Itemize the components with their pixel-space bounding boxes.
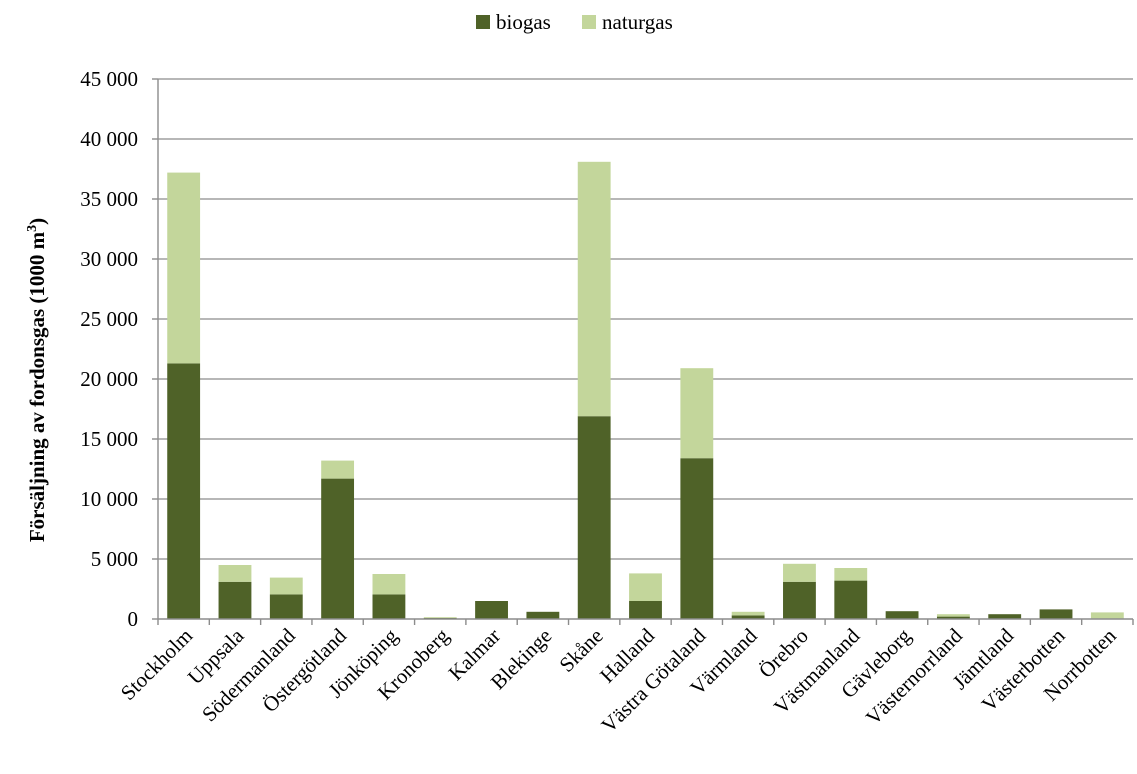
y-axis-label-superscript: 3 [25, 225, 40, 232]
bar-naturgas [731, 611, 765, 616]
y-tick-label: 20 000 [80, 367, 138, 391]
y-tick-label: 15 000 [80, 427, 138, 451]
bar-biogas [783, 581, 816, 619]
bar-naturgas [218, 565, 252, 582]
bar-biogas [731, 615, 765, 619]
bar-naturgas [629, 573, 662, 601]
bar-biogas [1039, 609, 1073, 619]
bar-naturgas [372, 574, 406, 595]
y-tick-label: 35 000 [80, 187, 138, 211]
y-tick-label: 0 [128, 607, 139, 631]
bar-naturgas [577, 161, 611, 417]
legend: biogas naturgas [476, 10, 673, 34]
y-axis-label-end: ) [25, 218, 49, 225]
bar-biogas [629, 601, 662, 619]
legend-label-naturgas: naturgas [602, 10, 673, 34]
bar-naturgas [834, 568, 868, 581]
gridlines [158, 78, 1133, 560]
bar-biogas [167, 363, 201, 619]
legend-swatch-naturgas [582, 15, 596, 29]
y-axis-label: Försäljning av fordonsgas (1000 m3) [25, 218, 49, 542]
bar-naturgas [321, 460, 355, 479]
y-axis-label-main: Försäljning av fordonsgas (1000 m [25, 231, 49, 542]
bar-biogas [526, 611, 560, 619]
y-axis-ticks: 0 5 000 10 000 15 000 20 000 25 000 30 000 35 0… [80, 67, 158, 631]
bar-biogas [680, 458, 714, 619]
bar-naturgas [167, 172, 201, 364]
bar-biogas [269, 594, 303, 619]
x-tick-label: Stockholm [116, 624, 197, 705]
bar-biogas [988, 614, 1022, 619]
bar-naturgas [269, 577, 303, 595]
bar-biogas [577, 416, 611, 619]
bar-naturgas [783, 563, 816, 582]
x-axis [157, 79, 1134, 625]
bar-naturgas [1090, 612, 1124, 619]
bar-biogas [218, 581, 252, 619]
legend-label-biogas: biogas [496, 10, 551, 34]
bars [167, 161, 1124, 619]
y-tick-label: 10 000 [80, 487, 138, 511]
y-tick-label: 5 000 [91, 547, 138, 571]
bar-biogas [936, 616, 970, 619]
bar-naturgas [936, 614, 970, 617]
y-tick-label: 25 000 [80, 307, 138, 331]
y-tick-label: 30 000 [80, 247, 138, 271]
bar-biogas [885, 611, 919, 619]
y-tick-label: 40 000 [80, 127, 138, 151]
bar-biogas [475, 601, 508, 619]
bar-biogas [321, 478, 355, 619]
bar-naturgas [680, 368, 714, 459]
bar-biogas [834, 580, 868, 619]
bar-biogas [372, 594, 406, 619]
x-axis-labels: StockholmUppsalaSödermanlandÖstergötland… [116, 623, 1121, 737]
legend-swatch-biogas [476, 15, 490, 29]
bar-naturgas [423, 617, 457, 619]
y-tick-label: 45 000 [80, 67, 138, 91]
